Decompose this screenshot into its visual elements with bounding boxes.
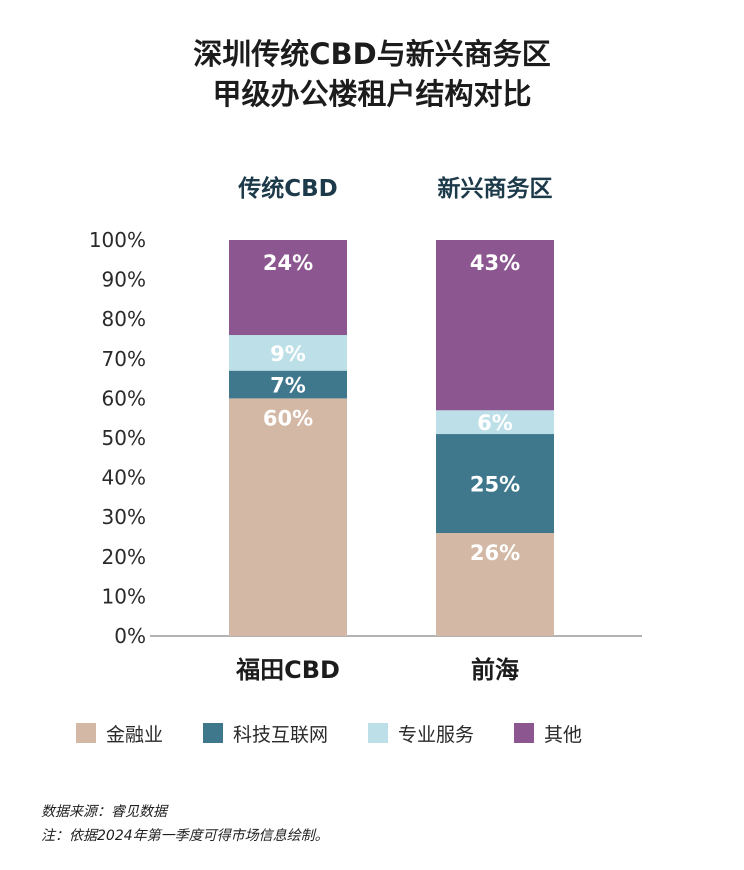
source-notes: 数据来源：睿见数据 注：依据2024年第一季度可得市场信息绘制。 xyxy=(41,800,329,848)
legend-label-tech: 科技互联网 xyxy=(233,723,329,746)
x-category-label: 前海 xyxy=(471,656,519,684)
legend-item-professional: 专业服务 xyxy=(368,720,474,747)
y-tick-label: 100% xyxy=(89,228,146,252)
y-tick-label: 10% xyxy=(102,584,146,608)
legend-item-finance: 金融业 xyxy=(76,720,163,747)
legend-swatch-other xyxy=(514,723,535,743)
legend-swatch-professional xyxy=(368,723,389,743)
legend-label-other: 其他 xyxy=(544,723,583,746)
y-tick-label: 60% xyxy=(102,386,146,410)
chart-title: 深圳传统CBD与新兴商务区 甲级办公楼租户结构对比 xyxy=(0,34,744,114)
bar-data-label: 43% xyxy=(470,251,520,275)
y-tick-label: 30% xyxy=(102,505,146,529)
y-tick-label: 20% xyxy=(102,545,146,569)
bar-data-label: 9% xyxy=(270,342,306,366)
bar-data-label: 6% xyxy=(477,411,513,435)
legend-label-professional: 专业服务 xyxy=(398,723,475,746)
bar-data-label: 26% xyxy=(470,541,520,565)
note-line: 注：依据2024年第一季度可得市场信息绘制。 xyxy=(41,828,329,844)
bar-data-label: 25% xyxy=(470,473,520,497)
bar-segment xyxy=(229,398,347,636)
bar-segment xyxy=(436,240,554,411)
title-line-2: 甲级办公楼租户结构对比 xyxy=(212,77,532,111)
bar-data-label: 7% xyxy=(270,374,306,398)
y-tick-label: 0% xyxy=(114,624,146,648)
stacked-bar-chart: 0% 10% 20% 30% 40% 50% 60% 70% 80% 90% 100% 60% 7% 9%… xyxy=(89,175,642,684)
legend: 金融业 科技互联网 专业服务 其他 xyxy=(76,718,716,748)
y-tick-label: 80% xyxy=(102,307,146,331)
bar-data-label: 24% xyxy=(263,251,313,275)
bar-data-label: 60% xyxy=(263,406,313,430)
legend-label-finance: 金融业 xyxy=(106,723,164,746)
legend-item-tech: 科技互联网 xyxy=(203,720,328,747)
group-header-label: 新兴商务区 xyxy=(438,175,553,202)
y-tick-label: 40% xyxy=(102,466,146,490)
y-tick-label: 50% xyxy=(102,426,146,450)
legend-item-other: 其他 xyxy=(514,720,582,747)
bar-segment xyxy=(436,434,554,534)
bar-segment xyxy=(436,533,554,636)
y-tick-label: 90% xyxy=(102,268,146,292)
bar-segment xyxy=(229,370,347,399)
group-header-label: 传统CBD xyxy=(237,175,338,202)
bar-segment xyxy=(229,240,347,336)
title-line-1: 深圳传统CBD与新兴商务区 xyxy=(193,37,551,71)
bar-segment xyxy=(229,335,347,371)
source-line: 数据来源：睿见数据 xyxy=(41,804,167,820)
bar-segment xyxy=(436,410,554,435)
legend-swatch-finance xyxy=(76,723,96,743)
legend-swatch-tech xyxy=(203,723,224,743)
y-tick-label: 70% xyxy=(102,347,146,371)
x-category-label: 福田CBD xyxy=(235,656,340,684)
